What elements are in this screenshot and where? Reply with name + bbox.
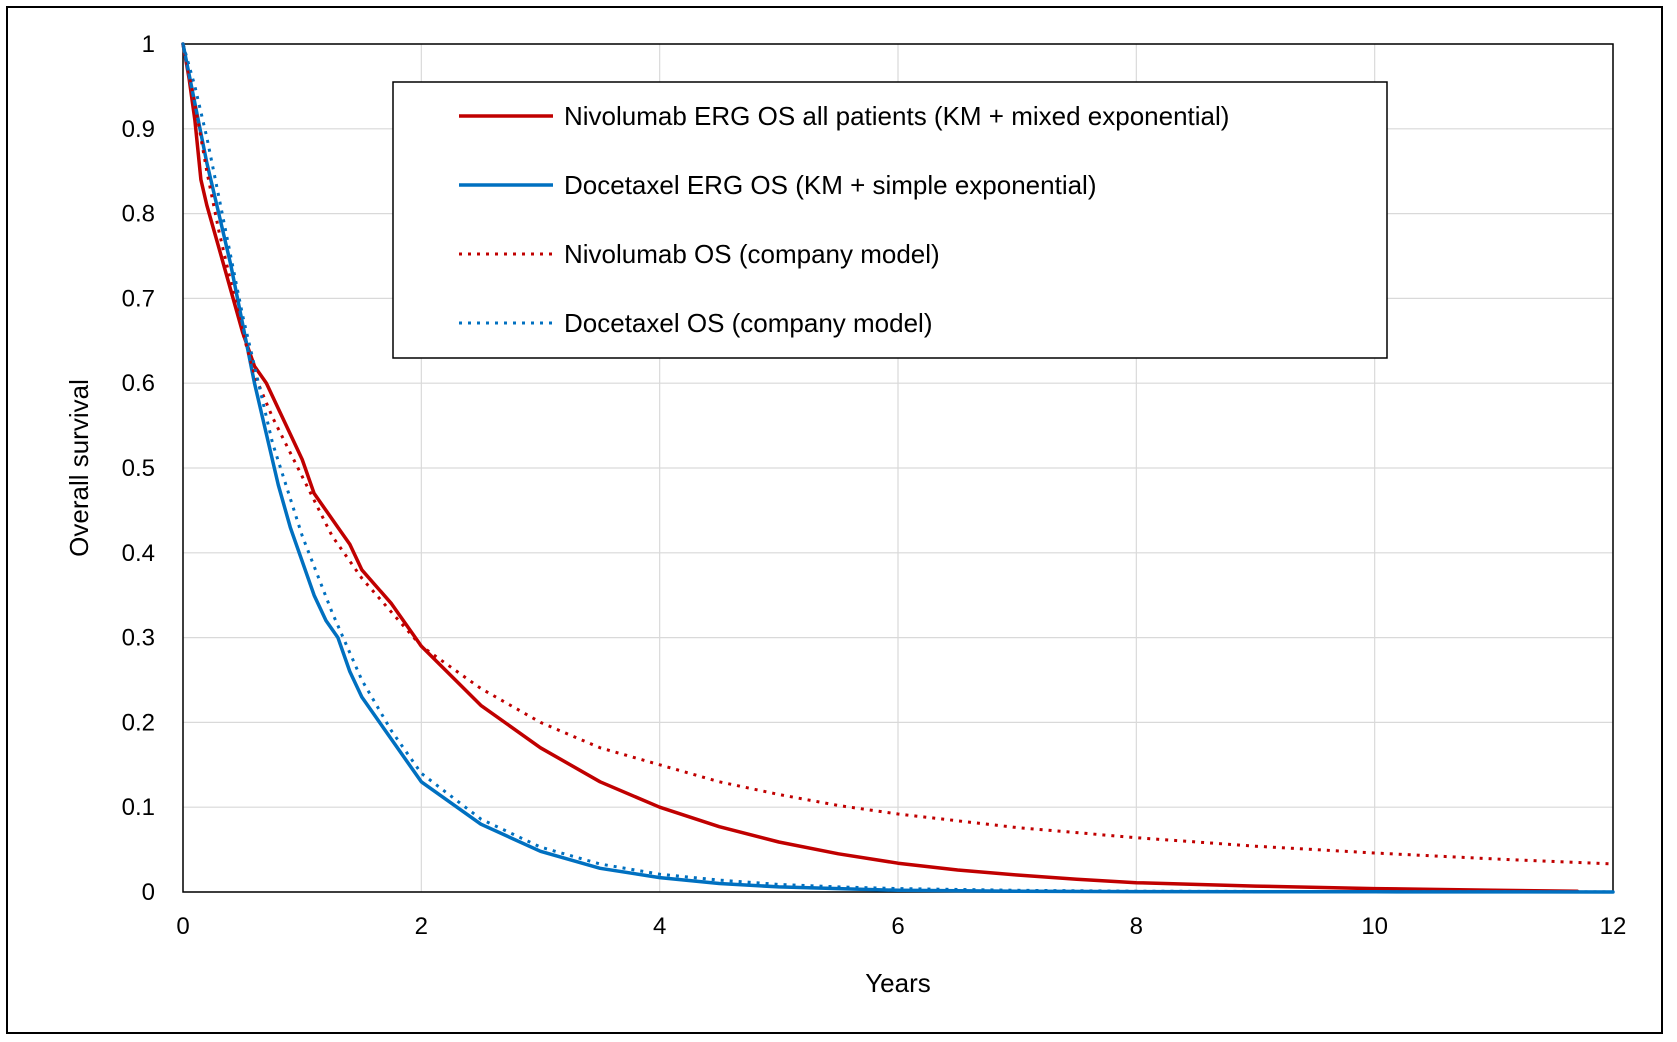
x-axis-ticks: 0 2 4 6 8 10 12 [176,913,1626,940]
x-axis-title: Years [865,968,931,998]
series-line-2 [181,42,1615,894]
x-tick-label: 8 [1130,913,1143,940]
y-tick-label: 0.3 [122,625,155,652]
legend-box [392,81,1388,359]
y-axis-ticks: 0 0.1 0.2 0.3 0.4 0.5 0.6 0.7 0.8 0.9 1 [122,31,155,906]
y-tick-label: 0 [142,879,155,906]
x-tick-label: 10 [1361,913,1388,940]
legend-label-3: Nivolumab OS (company model) [564,239,940,269]
y-tick-label: 1 [142,31,155,58]
series-line-4 [181,43,1614,894]
y-tick-label: 0.5 [122,455,155,482]
y-tick-label: 0.4 [122,540,155,567]
x-tick-label: 12 [1600,913,1627,940]
y-tick-label: 0.2 [122,709,155,736]
y-tick-label: 0.1 [122,794,155,821]
x-tick-label: 2 [415,913,428,940]
y-axis-title: Overall survival [64,379,94,557]
y-tick-label: 0.6 [122,370,155,397]
y-tick-label: 0.7 [122,285,155,312]
x-tick-label: 4 [653,913,666,940]
legend-label-4: Docetaxel OS (company model) [564,308,932,338]
legend-label-2: Docetaxel ERG OS (KM + simple exponentia… [564,170,1097,200]
legend: Nivolumab ERG OS all patients (KM + mixe… [392,81,1388,359]
legend-label-1: Nivolumab ERG OS all patients (KM + mixe… [564,101,1229,131]
x-tick-label: 6 [891,913,904,940]
series-lines [181,42,1615,894]
y-tick-label: 0.8 [122,201,155,228]
series-line-1 [181,42,1580,893]
y-tick-label: 0.9 [122,116,155,143]
x-tick-label: 0 [176,913,189,940]
